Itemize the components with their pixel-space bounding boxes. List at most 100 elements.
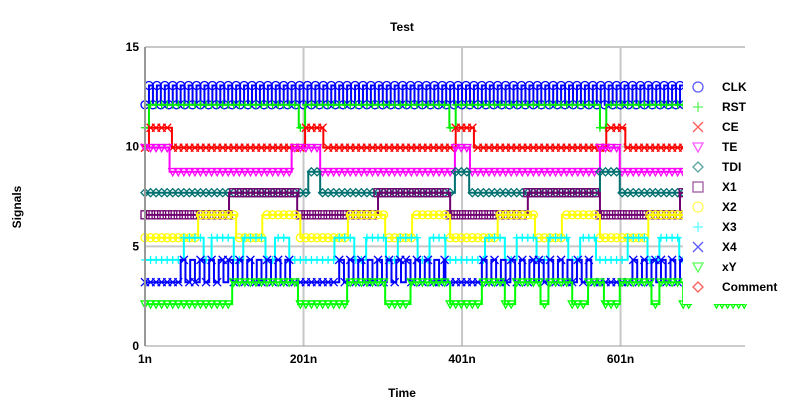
- data-marker: [462, 233, 472, 243]
- data-marker: [590, 233, 599, 242]
- data-marker: [406, 278, 417, 288]
- data-marker: [145, 210, 156, 220]
- data-marker: [234, 188, 244, 198]
- data-marker: [345, 167, 356, 178]
- data-marker: [189, 167, 201, 178]
- data-marker: [217, 300, 228, 310]
- data-marker: [378, 278, 389, 288]
- data-marker: [428, 278, 439, 288]
- data-marker: [390, 277, 400, 287]
- data-marker: [168, 210, 178, 220]
- data-marker: [495, 210, 505, 220]
- data-marker: [311, 143, 323, 154]
- data-marker: [295, 143, 306, 154]
- data-marker: [433, 167, 445, 178]
- data-marker: [556, 167, 567, 178]
- data-marker: [290, 210, 300, 220]
- data-marker: [279, 233, 288, 242]
- data-marker: [367, 167, 378, 178]
- data-marker: [544, 167, 556, 178]
- data-marker: [228, 167, 239, 178]
- legend-label: X3: [722, 220, 737, 234]
- data-marker: [328, 300, 339, 310]
- data-marker: [378, 167, 389, 178]
- data-marker: [517, 210, 527, 220]
- data-marker: [256, 167, 267, 178]
- legend-marker-icon: [691, 262, 705, 274]
- data-marker: [611, 300, 622, 310]
- y-tick-label: 5: [132, 239, 139, 253]
- axes: [144, 47, 745, 347]
- legend-label: RST: [722, 100, 747, 114]
- data-marker: [439, 188, 450, 198]
- data-marker: [401, 188, 411, 198]
- data-marker: [372, 167, 384, 178]
- data-marker: [361, 278, 373, 288]
- data-marker: [556, 188, 566, 198]
- data-marker: [261, 167, 273, 178]
- data-marker: [440, 100, 449, 109]
- data-marker: [562, 188, 572, 198]
- legend-item-x3: X3: [693, 220, 737, 234]
- data-marker: [279, 210, 289, 220]
- data-marker: [267, 210, 278, 220]
- data-marker: [195, 167, 206, 178]
- data-marker: [478, 210, 489, 220]
- data-marker: [628, 210, 638, 220]
- data-marker: [339, 167, 350, 178]
- data-marker: [234, 278, 245, 288]
- data-marker: [173, 277, 183, 287]
- data-marker: [489, 278, 500, 288]
- data-marker: [478, 167, 489, 178]
- data-marker: [273, 167, 284, 178]
- axis-ticks: 1n 201n 401n 601n 0 5 10 15: [126, 40, 635, 366]
- data-marker: [312, 210, 322, 220]
- data-marker: [500, 210, 511, 220]
- data-marker: [262, 188, 272, 198]
- data-marker: [212, 210, 222, 220]
- data-marker: [528, 278, 539, 288]
- data-marker: [522, 167, 533, 178]
- legend-marker-icon: [691, 142, 705, 154]
- data-marker: [656, 255, 666, 265]
- data-marker: [478, 255, 488, 265]
- data-marker: [200, 300, 212, 310]
- data-marker: [384, 188, 394, 198]
- data-marker: [278, 278, 289, 288]
- data-marker: [223, 210, 233, 220]
- data-marker: [506, 210, 516, 220]
- data-marker: [328, 210, 339, 220]
- data-marker: [240, 188, 250, 198]
- data-marker: [296, 123, 305, 132]
- data-marker: [384, 167, 395, 178]
- data-marker: [511, 278, 522, 288]
- data-marker: [545, 188, 555, 198]
- data-marker: [611, 233, 622, 243]
- data-marker: [334, 255, 344, 265]
- data-marker: [606, 233, 616, 243]
- data-marker: [473, 210, 483, 220]
- data-marker: [284, 188, 294, 198]
- data-marker: [544, 278, 556, 288]
- data-marker: [372, 278, 384, 288]
- data-marker: [472, 300, 483, 310]
- legend-item-rst: RST: [693, 100, 747, 114]
- data-marker: [250, 167, 262, 178]
- data-marker: [622, 167, 633, 178]
- series-xy: [139, 278, 750, 310]
- data-marker: [379, 233, 388, 242]
- data-marker: [411, 278, 422, 288]
- data-marker: [317, 210, 328, 220]
- data-marker: [224, 233, 233, 242]
- data-marker: [145, 143, 156, 154]
- data-marker: [500, 300, 511, 310]
- data-marker: [201, 277, 211, 287]
- data-marker: [506, 300, 517, 310]
- data-marker: [573, 210, 583, 220]
- legend-item-clk: CLK: [692, 80, 747, 94]
- data-marker: [428, 188, 439, 198]
- data-marker: [378, 210, 389, 220]
- data-marker: [462, 210, 472, 220]
- data-marker: [417, 278, 428, 288]
- data-marker: [439, 210, 450, 220]
